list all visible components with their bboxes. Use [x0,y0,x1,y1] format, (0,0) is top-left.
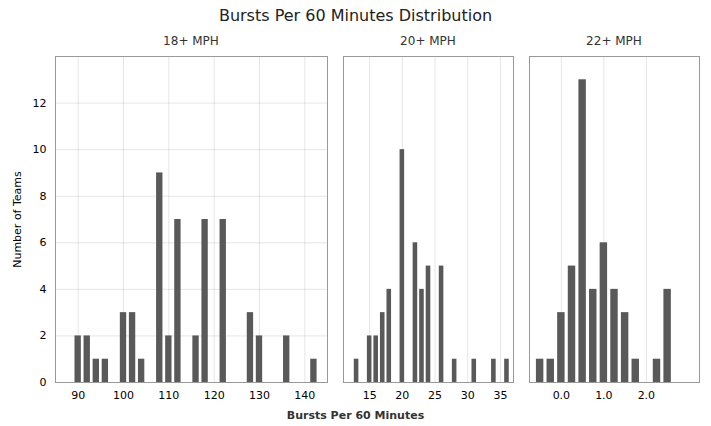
svg-text:25: 25 [428,389,442,402]
svg-text:1.0: 1.0 [595,389,613,402]
svg-text:10: 10 [33,143,47,156]
html-text:Bursts Per 60 Minutes Distribu: Bursts Per 60 Minutes Distribution [218,6,493,25]
svg-text:Number of Teams: Number of Teams [11,171,24,268]
svg-text:15: 15 [363,389,377,402]
html-text:Bursts Per 60 Minutes: Bursts Per 60 Minutes [286,409,425,422]
svg-text:4: 4 [40,283,47,296]
svg-text:140: 140 [294,389,315,402]
svg-text:100: 100 [113,389,134,402]
svg-text:35: 35 [493,389,507,402]
svg-text:12: 12 [33,97,47,110]
svg-text:110: 110 [158,389,179,402]
html-text:22+ MPH: 22+ MPH [586,34,642,48]
svg-text:20: 20 [395,389,409,402]
html-text:18+ MPH: 18+ MPH [163,34,219,48]
svg-text:2: 2 [40,329,47,342]
html-text:20+ MPH: 20+ MPH [400,34,456,48]
svg-text:30: 30 [461,389,475,402]
svg-text:130: 130 [249,389,270,402]
svg-text:2.0: 2.0 [638,389,656,402]
svg-text:8: 8 [40,190,47,203]
svg-text:0: 0 [40,376,47,389]
svg-text:120: 120 [204,389,225,402]
svg-text:90: 90 [71,389,85,402]
svg-text:0.0: 0.0 [553,389,571,402]
svg-text:6: 6 [40,236,47,249]
